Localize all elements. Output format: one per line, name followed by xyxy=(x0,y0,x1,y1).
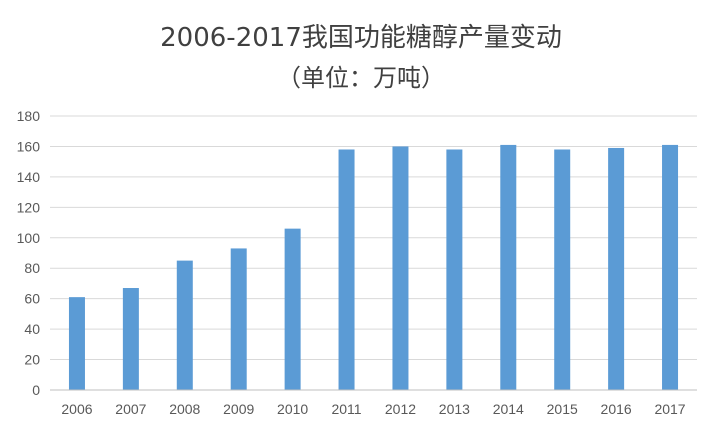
y-tick-label: 120 xyxy=(17,199,41,215)
bar-2014 xyxy=(500,144,517,390)
x-tick-label: 2015 xyxy=(547,401,578,417)
bar-2006 xyxy=(68,297,85,390)
bar-2008 xyxy=(176,260,193,390)
bar-2007 xyxy=(122,288,139,390)
y-tick-label: 100 xyxy=(17,230,41,246)
x-tick-label: 2006 xyxy=(61,401,92,417)
bar-2012 xyxy=(392,146,409,390)
x-tick-label: 2013 xyxy=(439,401,470,417)
y-tick-label: 20 xyxy=(24,352,40,368)
bar-2009 xyxy=(230,248,247,390)
gridlines xyxy=(50,115,697,361)
bar-2017 xyxy=(662,144,679,390)
x-tick-label: 2010 xyxy=(277,401,308,417)
y-tick-label: 140 xyxy=(17,169,41,185)
y-axis-ticks: 0 20 40 60 80 100 120 140 160 180 xyxy=(17,108,41,398)
bar-2013 xyxy=(446,149,463,390)
y-tick-label: 0 xyxy=(32,382,40,398)
y-tick-label: 180 xyxy=(17,108,41,124)
x-axis-ticks: 2006 2007 2008 2009 2010 2011 2012 2013 2014 2015… xyxy=(61,401,685,417)
x-tick-label: 2009 xyxy=(223,401,254,417)
chart-title: 2006-2017我国功能糖醇产量变动 xyxy=(160,23,562,53)
x-tick-label: 2014 xyxy=(493,401,524,417)
y-tick-label: 40 xyxy=(24,321,40,337)
y-tick-label: 80 xyxy=(24,260,40,276)
x-tick-label: 2007 xyxy=(115,401,146,417)
x-tick-label: 2011 xyxy=(331,401,361,417)
bar-2015 xyxy=(554,149,571,390)
x-tick-label: 2017 xyxy=(654,401,685,417)
x-tick-label: 2008 xyxy=(169,401,200,417)
y-tick-label: 60 xyxy=(24,291,40,307)
bar-2011 xyxy=(338,149,355,390)
x-tick-label: 2012 xyxy=(385,401,416,417)
x-tick-label: 2016 xyxy=(601,401,632,417)
bar-2016 xyxy=(608,147,625,390)
bar-2010 xyxy=(284,228,301,390)
y-tick-label: 160 xyxy=(17,138,41,154)
chart-subtitle: （单位：万吨） xyxy=(277,64,445,92)
bars xyxy=(68,144,679,390)
